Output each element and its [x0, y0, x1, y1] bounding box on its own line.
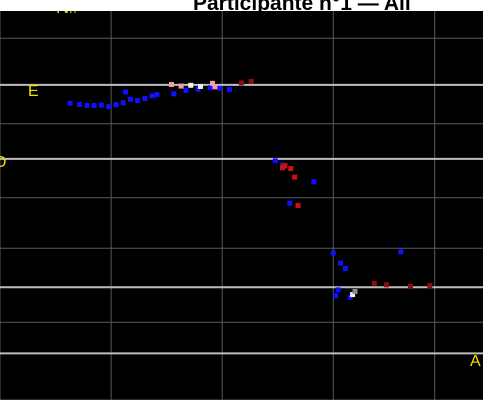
data-point-blue: [333, 293, 339, 299]
data-point-gray: [352, 288, 358, 294]
data-point-blue: [113, 102, 119, 108]
data-point-darkred: [371, 280, 377, 286]
data-point-blue: [342, 266, 348, 272]
data-point-blue: [84, 103, 90, 109]
data-point-blue: [106, 104, 112, 110]
data-point-blue: [98, 102, 104, 108]
label-right-a: A: [470, 353, 481, 370]
data-point-blue: [123, 89, 129, 95]
data-point-white: [197, 83, 203, 89]
data-point-blue: [217, 85, 223, 91]
data-point-darkred: [408, 283, 414, 289]
plot-area: N# E O A: [0, 11, 483, 400]
label-left-e: E: [28, 83, 39, 100]
data-point-darkred: [239, 80, 244, 86]
data-points: [67, 78, 433, 300]
data-point-white: [350, 292, 356, 298]
data-point-blue: [154, 92, 160, 98]
data-point-blue: [171, 91, 177, 97]
data-point-blue: [335, 287, 341, 293]
data-point-blue: [311, 179, 317, 185]
data-point-blue: [149, 93, 155, 99]
data-point-blue: [91, 103, 97, 109]
data-point-pink: [168, 82, 174, 88]
data-point-blue: [142, 96, 148, 102]
data-point-pink: [212, 84, 218, 90]
data-point-blue: [347, 294, 353, 300]
data-point-blue: [135, 97, 141, 103]
data-point-blue: [330, 250, 336, 256]
data-point-blue: [183, 87, 189, 93]
data-point-blue: [207, 85, 213, 91]
data-point-red: [280, 165, 286, 171]
data-point-blue: [287, 200, 293, 206]
data-point-red: [288, 166, 294, 172]
scatter-plot: N# E O A: [0, 11, 483, 400]
data-point-blue: [120, 100, 126, 106]
data-point-blue: [338, 260, 344, 266]
data-point-darkred: [427, 283, 433, 289]
label-left-o: O: [0, 154, 6, 171]
data-point-darkred: [383, 282, 389, 288]
data-point-blue: [226, 87, 232, 93]
data-point-red: [292, 174, 298, 180]
data-point-blue: [195, 86, 201, 92]
data-point-blue: [398, 249, 404, 255]
grid-lines: [0, 11, 483, 400]
data-point-red: [295, 203, 301, 208]
data-point-blue: [67, 100, 73, 106]
data-point-darkred: [248, 78, 254, 84]
data-point-pink: [178, 83, 184, 89]
data-point-blue: [127, 96, 133, 102]
data-point-white: [188, 82, 194, 88]
label-top: N#: [56, 11, 79, 17]
data-point-blue: [77, 101, 83, 107]
data-point-blue: [272, 158, 278, 164]
data-point-pink: [210, 80, 216, 86]
